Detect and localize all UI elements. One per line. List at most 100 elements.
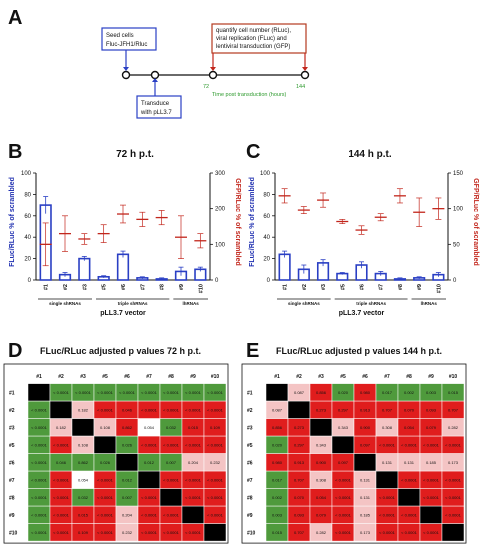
right-tick-label: 300 [215,171,226,177]
heatmap-col-label: #10 [449,374,458,380]
left-tick-label: 40 [24,235,31,241]
vector-label: pLL3.7 vector [100,310,146,317]
tick-72-label: 72 [203,84,209,90]
left-tick-label: 0 [28,278,32,284]
heatmap-row-label: #9 [9,513,15,519]
heatmap-cell-value: 0.079 [316,512,327,517]
heatmap-cell-value: < 0.0001 [97,495,113,500]
heatmap-row-label: #9 [247,513,253,519]
heatmap-cell-value: 0.002 [404,390,415,395]
left-tick-label: 20 [263,257,270,263]
group-label: triple shRNAs [118,301,148,306]
heatmap-row-label: #3 [9,425,15,431]
heatmap-col-label: #10 [211,374,220,380]
transduce-line1: Transduce [141,101,170,107]
heatmap-col-label: #5 [340,374,346,380]
heatmap-cell-value: 0.007 [122,495,133,500]
heatmap-cell-value: < 0.0001 [423,477,439,482]
heatmap-row-label: #1 [247,390,253,396]
heatmap-row-label: #8 [9,495,15,501]
heatmap-cell-value: 0.707 [382,407,393,412]
heatmap-row-label: #10 [247,530,256,536]
heatmap-cell-value: 0.054 [404,425,415,430]
category-label: #6 [121,284,127,290]
left-tick-label: 0 [267,278,271,284]
quantify-box [211,23,307,54]
heatmap-cell-value: < 0.0001 [401,442,417,447]
heatmap-cell-value: 0.003 [272,512,283,517]
heatmap-cell-value: < 0.0001 [97,512,113,517]
heatmap-cell-value: 0.032 [78,495,89,500]
heatmap-cell-value: 0.173 [360,530,371,535]
category-label: #2 [302,284,308,290]
heatmap-cell [353,453,377,472]
heatmap-cell-value: < 0.0001 [97,477,113,482]
category-label: #10 [198,284,204,293]
heatmap-cell-value: 0.297 [338,407,349,412]
heatmap-col-label: #1 [274,374,280,380]
heatmap-frame [241,363,467,544]
heatmap-col-label: #1 [36,374,42,380]
heatmap-cell-value: < 0.0001 [401,530,417,535]
heatmap-cell-value: 0.020 [338,390,349,395]
timeline-dot-144 [300,70,310,80]
seed-cells-line1: Seed cells [106,33,134,39]
quantify-line2: viral replication (FLuc) and [216,36,287,42]
heatmap-cell-value: 0.273 [316,407,327,412]
heatmap-cell-value: < 0.0001 [445,477,461,482]
heatmap-cell-value: < 0.0001 [53,495,69,500]
seed-arrowhead [123,67,129,71]
heatmap-cell-value: < 0.0001 [401,477,417,482]
heatmap-cell-value: < 0.0001 [31,425,47,430]
heatmap-cell [375,470,399,489]
seed-cells-line2: Fluc-JFH1/Rluc [106,42,147,48]
heatmap-cell-value: < 0.0001 [207,477,223,482]
heatmap-cell [309,418,333,437]
heatmap-cell-value: < 0.0001 [31,442,47,447]
heatmap-cell-value: < 0.0001 [97,530,113,535]
heatmap-row-label: #8 [247,495,253,501]
category-label: #6 [360,284,366,290]
heatmap-cell-value: 0.093 [294,512,305,517]
category-label: #1 [283,284,289,290]
heatmap-cell-value: 0.980 [272,460,283,465]
heatmap-cell-value: < 0.0001 [185,530,201,535]
left-tick-label: 60 [24,214,31,220]
heatmap-col-label: #5 [102,374,108,380]
heatmap-cell [331,435,355,454]
heatmap-cell-value: < 0.0001 [141,407,157,412]
heatmap-col-label: #8 [406,374,412,380]
transduce-arrowhead [152,78,158,82]
heatmap-cell-value: 0.108 [78,442,89,447]
heatmap-cell-value: 0.026 [100,460,111,465]
heatmap-row-label: #2 [247,408,253,414]
heatmap-cell-value: 0.131 [360,477,371,482]
heatmap-cell-value: 0.070 [404,407,415,412]
category-label: #1 [44,284,50,290]
heatmap-cell [71,418,95,437]
heatmap-col-label: #6 [124,374,130,380]
heatmap-cell-value: < 0.0001 [53,390,69,395]
heatmap-cell-value: 0.097 [338,460,349,465]
heatmap-cell-value: 0.707 [294,530,305,535]
heatmap-cell-value: < 0.0001 [423,530,439,535]
chart-72h-title: 72 h p.t. [116,149,154,160]
heatmap-cell-value: 0.232 [122,530,133,535]
heatmap-cell-value: < 0.0001 [97,407,113,412]
bar [116,253,130,281]
heatmap-cell-value: < 0.0001 [185,407,201,412]
heatmap-cell-value: 0.087 [272,407,283,412]
heatmap-cell-value: 0.913 [360,407,371,412]
chart-144h-title: 144 h p.t. [348,149,392,160]
heatmap-cell-value: 0.015 [78,512,89,517]
panel-label-d: D [8,340,22,362]
heatmap-cell-value: 0.856 [316,390,327,395]
tick-144-label: 144 [296,84,305,90]
timeline-dot-72 [208,70,218,80]
heatmap-cell-value: < 0.0001 [207,390,223,395]
heatmap-cell [27,383,51,402]
left-tick-label: 20 [24,257,31,263]
heatmap-cell-value: 0.131 [360,495,371,500]
heatmap-cell-value: 0.108 [100,425,111,430]
